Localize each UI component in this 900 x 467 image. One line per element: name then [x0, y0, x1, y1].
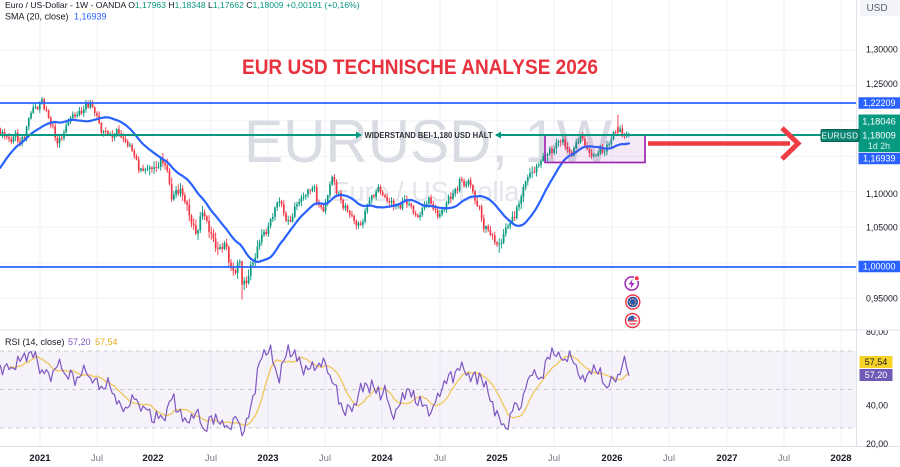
- svg-text:57,54: 57,54: [865, 357, 888, 367]
- svg-text:1,18009: 1,18009: [862, 131, 896, 141]
- svg-text:1,22209: 1,22209: [863, 98, 896, 108]
- svg-text:EUR USD TECHNISCHE ANALYSE 202: EUR USD TECHNISCHE ANALYSE 2026: [242, 55, 598, 79]
- svg-text:Euro / US-Dollar: Euro / US-Dollar: [332, 176, 529, 207]
- svg-text:1,16939: 1,16939: [863, 154, 896, 164]
- svg-text:80,00: 80,00: [866, 327, 888, 337]
- svg-text:Jul: Jul: [548, 453, 560, 464]
- svg-text:EURUSD: EURUSD: [822, 131, 859, 140]
- svg-text:2026: 2026: [601, 453, 622, 464]
- svg-text:WIDERSTAND BEI-1,180 USD HÄLT: WIDERSTAND BEI-1,180 USD HÄLT: [365, 130, 494, 140]
- svg-text:2024: 2024: [371, 453, 393, 464]
- svg-text:0,95000: 0,95000: [866, 294, 898, 304]
- svg-text:Jul: Jul: [663, 453, 675, 464]
- svg-text:1,05000: 1,05000: [866, 223, 898, 233]
- svg-text:1,18046: 1,18046: [862, 117, 896, 127]
- svg-text:SMA (20, close)1,16939: SMA (20, close) 1,16939: [5, 12, 107, 22]
- svg-text:Jul: Jul: [205, 453, 217, 464]
- svg-text:Jul: Jul: [434, 453, 446, 464]
- svg-text:57,20: 57,20: [865, 370, 888, 380]
- svg-text:1,00000: 1,00000: [863, 262, 896, 272]
- svg-text:Jul: Jul: [778, 453, 790, 464]
- svg-text:1,10000: 1,10000: [866, 189, 898, 199]
- svg-text:2028: 2028: [830, 453, 851, 464]
- svg-text:2022: 2022: [142, 453, 163, 464]
- svg-text:Jul: Jul: [319, 453, 331, 464]
- svg-text:1d 2h: 1d 2h: [868, 141, 890, 151]
- svg-text:Jul: Jul: [91, 453, 103, 464]
- svg-text:2027: 2027: [716, 453, 737, 464]
- svg-text:Euro / US-Dollar - 1W - OANDA: Euro / US-Dollar - 1W - OANDA O1,17963 H…: [5, 0, 360, 10]
- svg-text:20,00: 20,00: [866, 439, 888, 449]
- svg-text:2021: 2021: [29, 453, 51, 464]
- svg-text:EURUSD, 1W: EURUSD, 1W: [244, 108, 612, 175]
- svg-text:2023: 2023: [257, 453, 278, 464]
- svg-text:40,00: 40,00: [866, 401, 888, 411]
- svg-text:1,30000: 1,30000: [866, 45, 898, 55]
- svg-text:1,25000: 1,25000: [866, 79, 898, 89]
- svg-text:2025: 2025: [486, 453, 508, 464]
- svg-text:USD: USD: [866, 3, 887, 14]
